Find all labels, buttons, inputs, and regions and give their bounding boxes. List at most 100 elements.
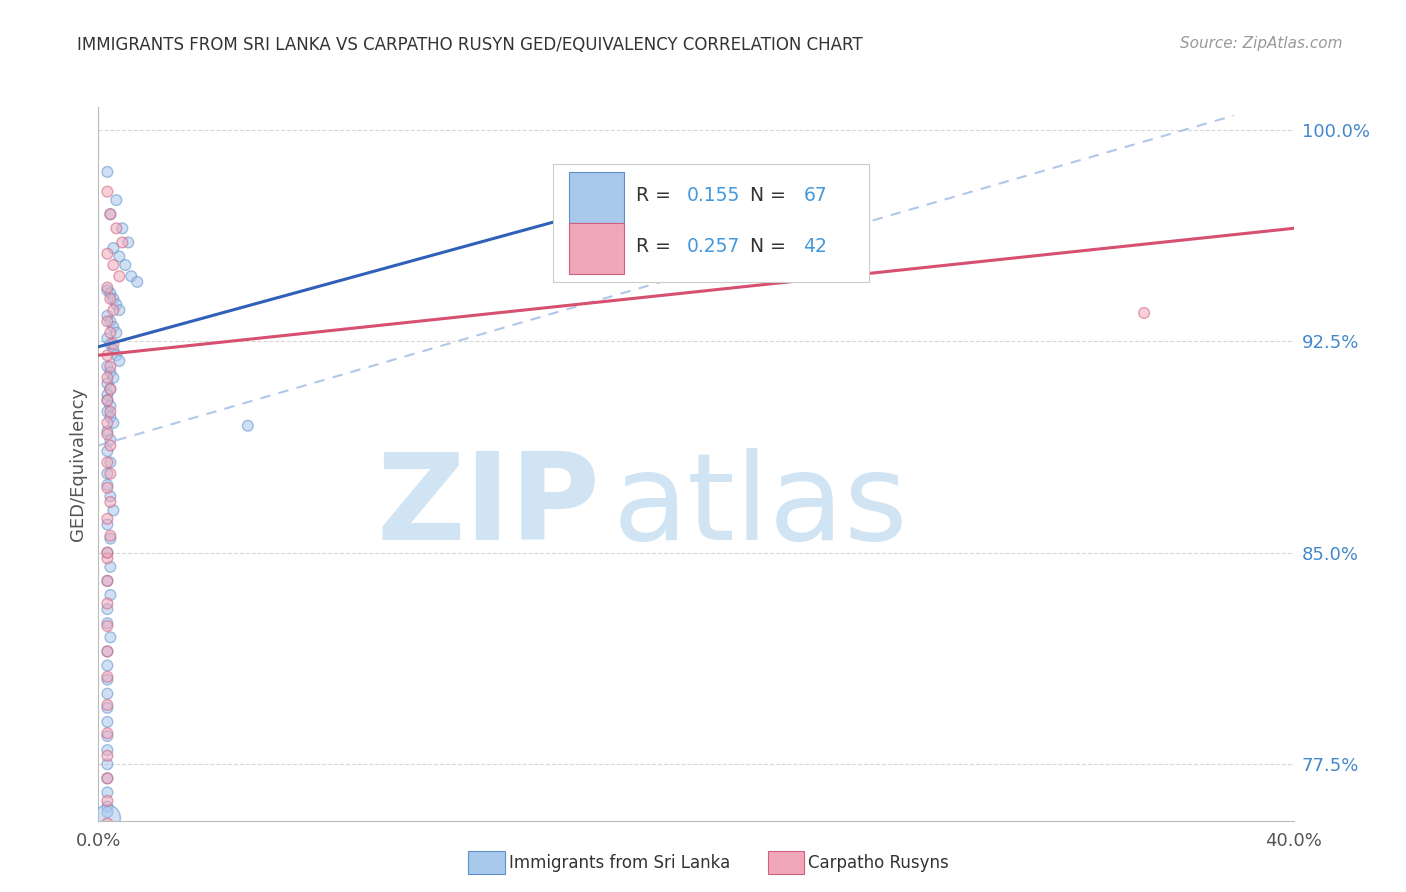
Point: [103, 303, 125, 318]
Point: [98, 559, 122, 574]
Point: [98, 467, 122, 481]
Point: [98, 529, 122, 543]
Point: [96, 597, 118, 611]
Point: [96, 309, 118, 323]
Point: [96, 359, 118, 374]
Point: [103, 343, 125, 357]
Text: N =: N =: [738, 237, 792, 256]
Point: [98, 433, 122, 447]
Point: [96, 726, 118, 740]
Point: [98, 207, 122, 221]
Point: [96, 743, 118, 757]
Point: [96, 551, 118, 566]
Point: [98, 410, 122, 425]
Text: 0.257: 0.257: [686, 237, 740, 256]
Point: [96, 546, 118, 560]
FancyBboxPatch shape: [569, 172, 624, 223]
Point: [96, 371, 118, 385]
Point: [103, 320, 125, 334]
Point: [105, 297, 128, 311]
Point: [96, 805, 118, 820]
Text: 67: 67: [804, 186, 827, 205]
Point: [96, 376, 118, 391]
Point: [98, 337, 122, 351]
Text: Immigrants from Sri Lanka: Immigrants from Sri Lanka: [509, 854, 730, 871]
Point: [96, 574, 118, 588]
Point: [103, 503, 125, 517]
Point: [96, 512, 118, 526]
Point: [98, 382, 122, 396]
Point: [98, 207, 122, 221]
FancyBboxPatch shape: [569, 223, 624, 274]
Point: [103, 371, 125, 385]
Point: [96, 348, 118, 362]
Point: [96, 748, 118, 763]
Point: [98, 495, 122, 509]
Point: [98, 292, 122, 306]
Point: [98, 286, 122, 301]
Point: [96, 658, 118, 673]
Point: [103, 258, 125, 272]
Point: [96, 772, 118, 786]
Point: [98, 314, 122, 328]
Point: [103, 241, 125, 255]
Point: [105, 326, 128, 340]
Text: atlas: atlas: [613, 448, 908, 566]
Point: [98, 359, 122, 374]
Text: ZIP: ZIP: [377, 448, 600, 566]
Point: [96, 467, 118, 481]
Point: [96, 687, 118, 701]
Point: [96, 393, 118, 408]
Point: [96, 729, 118, 743]
Point: [98, 326, 122, 340]
Point: [96, 772, 118, 786]
Point: [117, 235, 139, 250]
FancyBboxPatch shape: [553, 164, 869, 282]
Point: [96, 816, 118, 830]
Point: [96, 478, 118, 492]
Point: [96, 785, 118, 799]
Point: [96, 405, 118, 419]
Point: [96, 280, 118, 294]
Point: [96, 757, 118, 772]
Point: [96, 546, 118, 560]
Point: [96, 481, 118, 495]
Point: [105, 221, 128, 235]
Point: [96, 794, 118, 808]
Y-axis label: GED/Equivalency: GED/Equivalency: [69, 387, 87, 541]
Point: [98, 455, 122, 469]
Point: [96, 811, 118, 825]
Point: [98, 399, 122, 413]
Text: Source: ZipAtlas.com: Source: ZipAtlas.com: [1180, 36, 1343, 51]
Point: [96, 670, 118, 684]
Point: [96, 444, 118, 458]
Point: [96, 644, 118, 658]
Point: [103, 416, 125, 430]
Point: [98, 365, 122, 379]
Point: [108, 250, 131, 264]
Point: [96, 246, 118, 260]
Point: [96, 314, 118, 328]
Point: [96, 388, 118, 402]
Point: [96, 185, 118, 199]
Point: [111, 235, 134, 250]
Point: [108, 354, 131, 368]
Point: [98, 405, 122, 419]
Point: [96, 701, 118, 715]
Point: [96, 284, 118, 298]
Point: [105, 193, 128, 207]
Point: [96, 393, 118, 408]
Point: [1133, 306, 1156, 320]
Point: [96, 698, 118, 712]
Point: [98, 532, 122, 546]
Text: Carpatho Rusyns: Carpatho Rusyns: [808, 854, 949, 871]
Point: [111, 221, 134, 235]
Text: IMMIGRANTS FROM SRI LANKA VS CARPATHO RUSYN GED/EQUIVALENCY CORRELATION CHART: IMMIGRANTS FROM SRI LANKA VS CARPATHO RU…: [77, 36, 863, 54]
Point: [127, 275, 149, 289]
Point: [96, 673, 118, 687]
Point: [96, 427, 118, 442]
Point: [96, 517, 118, 532]
Point: [98, 630, 122, 644]
Text: 42: 42: [804, 237, 827, 256]
Point: [96, 165, 118, 179]
